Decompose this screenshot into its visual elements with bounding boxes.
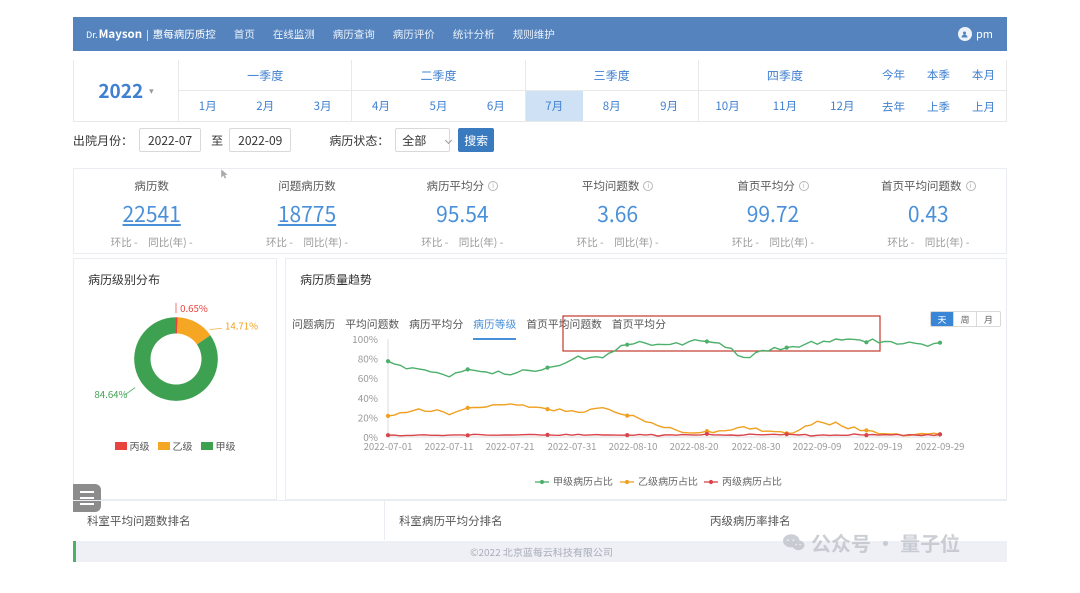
svg-text:2022-08-10: 2022-08-10 xyxy=(609,439,658,453)
svg-text:甲级病历占比: 甲级病历占比 xyxy=(553,473,613,488)
svg-text:2022-09-19: 2022-09-19 xyxy=(854,439,903,453)
svg-text:2022-07-01: 2022-07-01 xyxy=(364,439,413,453)
svg-text:2022-07-21: 2022-07-21 xyxy=(486,439,535,453)
svg-text:40%: 40% xyxy=(358,390,378,405)
svg-text:乙级病历占比: 乙级病历占比 xyxy=(638,473,698,488)
svg-text:2022-09-29: 2022-09-29 xyxy=(916,439,965,453)
svg-text:2022-07-11: 2022-07-11 xyxy=(425,439,474,453)
svg-text:20%: 20% xyxy=(358,409,378,424)
svg-text:2022-08-30: 2022-08-30 xyxy=(732,439,781,453)
svg-text:2022-08-20: 2022-08-20 xyxy=(670,439,719,453)
svg-text:2022-09-09: 2022-09-09 xyxy=(793,439,842,453)
svg-text:100%: 100% xyxy=(352,331,378,346)
svg-text:80%: 80% xyxy=(358,351,378,366)
svg-text:60%: 60% xyxy=(358,370,378,385)
svg-text:2022-07-31: 2022-07-31 xyxy=(548,439,597,453)
svg-text:丙级病历占比: 丙级病历占比 xyxy=(722,473,782,488)
